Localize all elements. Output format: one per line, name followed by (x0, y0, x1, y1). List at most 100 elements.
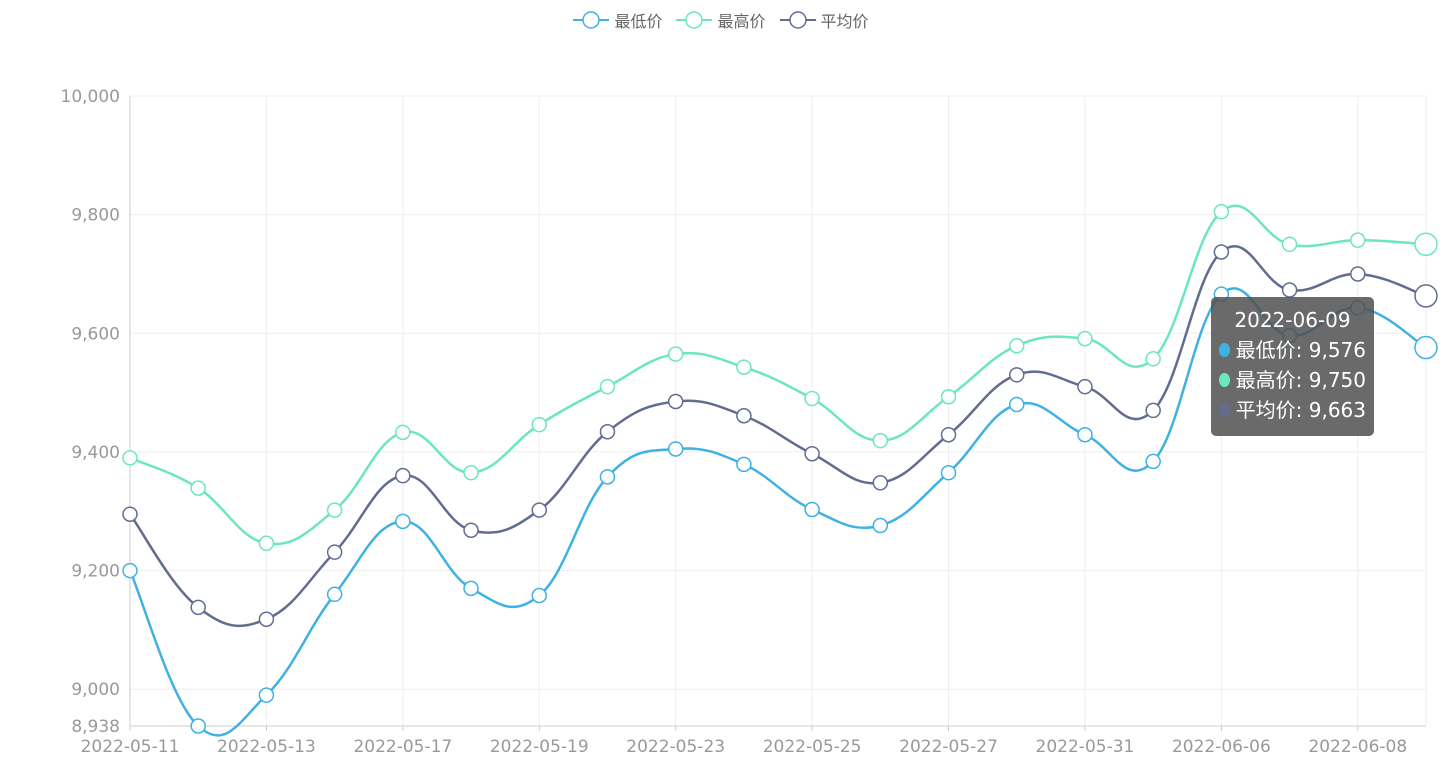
data-point[interactable] (190, 718, 206, 734)
data-point[interactable] (1414, 284, 1438, 308)
data-point[interactable] (804, 445, 820, 462)
data-point[interactable] (1281, 236, 1298, 253)
y-tick-label: 8,938 (71, 717, 120, 737)
data-point[interactable] (872, 475, 889, 491)
data-point[interactable] (872, 432, 889, 449)
data-point[interactable] (872, 517, 889, 534)
data-point[interactable] (395, 424, 411, 441)
data-point[interactable] (1077, 378, 1093, 395)
tooltip-value: 最低价: 9,576 (1235, 338, 1366, 362)
tooltip-value: 平均价: 9,663 (1235, 398, 1366, 422)
y-tick-label: 9,800 (71, 206, 120, 226)
y-tick-label: 9,600 (71, 324, 120, 344)
tooltip: 2022-06-09 最低价: 9,576 最高价: 9,750 平均价: 9,… (1211, 297, 1374, 436)
legend-item-high[interactable]: 最高价 (676, 8, 766, 32)
data-point[interactable] (1077, 426, 1093, 443)
data-point[interactable] (463, 522, 479, 538)
legend: 最低价 最高价 平均价 (0, 8, 1442, 32)
series-lines (128, 204, 1427, 737)
grid-lines (129, 95, 1427, 726)
tooltip-dot-icon (1219, 343, 1230, 357)
data-point[interactable] (940, 464, 957, 481)
legend-item-avg[interactable]: 平均价 (779, 8, 869, 32)
x-tick-label: 2022-05-11 (81, 737, 180, 757)
data-point[interactable] (122, 506, 138, 522)
data-point[interactable] (258, 687, 275, 703)
data-point[interactable] (190, 599, 206, 616)
data-point[interactable] (326, 586, 343, 603)
x-tick-label: 2022-05-23 (626, 737, 725, 757)
data-point[interactable] (736, 359, 752, 375)
x-tick-label: 2022-05-31 (1036, 737, 1135, 757)
legend-label: 平均价 (820, 12, 869, 31)
data-point[interactable] (326, 544, 343, 560)
x-tick-label: 2022-05-27 (899, 737, 998, 757)
data-point[interactable] (1008, 367, 1025, 383)
data-point[interactable] (1350, 232, 1366, 248)
data-point[interactable] (1077, 330, 1093, 347)
data-point[interactable] (463, 464, 479, 481)
x-tick-label: 2022-05-17 (353, 737, 452, 757)
legend-avg-icon (779, 11, 816, 29)
tooltip-dot-icon (1219, 403, 1230, 417)
data-point[interactable] (1213, 244, 1230, 260)
data-point[interactable] (1008, 396, 1025, 413)
data-point[interactable] (667, 393, 684, 410)
data-point[interactable] (940, 426, 957, 443)
y-tick-label: 9,400 (71, 443, 120, 463)
data-point[interactable] (258, 535, 275, 552)
tooltip-row-avg: 平均价: 9,663 (1219, 395, 1366, 425)
data-point[interactable] (599, 469, 616, 485)
series-points (122, 203, 1438, 734)
data-point[interactable] (326, 502, 343, 518)
data-point[interactable] (667, 346, 684, 362)
data-point[interactable] (1008, 337, 1025, 354)
data-point[interactable] (395, 513, 411, 530)
data-point[interactable] (736, 456, 752, 473)
tooltip-dot-icon (1219, 373, 1230, 387)
legend-label: 最高价 (717, 12, 766, 31)
data-point[interactable] (1350, 266, 1366, 282)
data-point[interactable] (258, 611, 275, 627)
data-point[interactable] (395, 467, 411, 484)
y-tick-label: 9,200 (71, 562, 120, 582)
series-line-1 (129, 204, 1427, 546)
legend-high-icon (676, 11, 713, 29)
data-point[interactable] (122, 450, 138, 466)
data-point[interactable] (804, 390, 820, 407)
y-tick-label: 9,000 (71, 680, 120, 700)
legend-label: 最低价 (614, 12, 663, 31)
data-point[interactable] (804, 501, 820, 518)
y-tick-label: 10,000 (61, 87, 120, 107)
data-point[interactable] (1414, 335, 1438, 360)
data-point[interactable] (736, 407, 752, 424)
data-point[interactable] (599, 424, 616, 440)
data-point[interactable] (1145, 453, 1161, 470)
x-tick-label: 2022-06-06 (1172, 737, 1271, 757)
data-point[interactable] (599, 378, 616, 395)
legend-item-low[interactable]: 最低价 (573, 8, 662, 32)
x-tick-label: 2022-05-25 (763, 737, 862, 757)
data-point[interactable] (667, 441, 684, 457)
tooltip-title: 2022-06-09 (1234, 308, 1351, 332)
data-point[interactable] (1281, 282, 1298, 298)
series-line-2 (128, 244, 1427, 627)
data-point[interactable] (1145, 351, 1161, 367)
tooltip-value: 最高价: 9,750 (1235, 368, 1366, 392)
axes: 8,938 9,000 9,200 9,400 9,600 9,800 10,000 2022… (61, 87, 1426, 757)
data-point[interactable] (531, 587, 548, 604)
data-point[interactable] (122, 562, 138, 579)
data-point[interactable] (531, 502, 548, 518)
data-point[interactable] (1145, 402, 1161, 419)
data-point[interactable] (1414, 232, 1438, 257)
data-point[interactable] (940, 389, 957, 405)
legend-low-icon (573, 11, 610, 29)
tooltip-row-high: 最高价: 9,750 (1219, 365, 1366, 395)
data-point[interactable] (463, 580, 479, 597)
data-point[interactable] (1213, 203, 1230, 220)
data-point[interactable] (531, 416, 548, 433)
x-tick-label: 2022-06-08 (1308, 737, 1407, 757)
data-point[interactable] (190, 480, 206, 496)
x-tick-label: 2022-05-19 (490, 737, 589, 757)
